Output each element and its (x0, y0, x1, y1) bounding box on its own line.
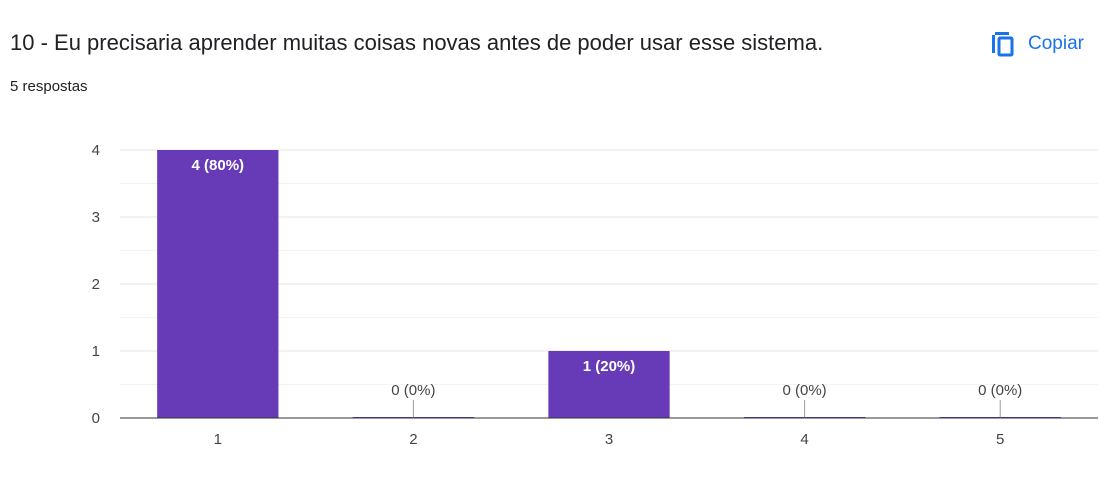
x-tick-label: 2 (409, 431, 417, 448)
copy-label: Copiar (1028, 33, 1084, 54)
bar-3 (548, 351, 670, 418)
bar-1 (157, 150, 279, 418)
copy-icon (990, 30, 1016, 58)
y-tick-label: 0 (92, 410, 100, 427)
data-label: 0 (0%) (978, 382, 1022, 399)
y-tick-label: 1 (92, 343, 100, 360)
question-header: 10 - Eu precisaria aprender muitas coisa… (10, 30, 1090, 60)
question-title: 10 - Eu precisaria aprender muitas coisa… (10, 30, 824, 55)
data-labels: 4 (80%) 0 (0%) 1 (20%) 0 (0%) 0 (0%) (192, 157, 1022, 418)
x-tick-label: 1 (214, 431, 222, 448)
copy-button[interactable]: Copiar (990, 27, 1084, 61)
x-tick-label: 4 (800, 431, 808, 448)
y-axis-ticks: 0 1 2 3 4 (92, 142, 100, 427)
data-label: 4 (80%) (192, 157, 245, 174)
x-tick-label: 5 (996, 431, 1004, 448)
response-count: 5 respostas (10, 78, 88, 95)
y-tick-label: 2 (92, 276, 100, 293)
y-tick-label: 4 (92, 142, 100, 159)
x-tick-label: 3 (605, 431, 613, 448)
data-label: 0 (0%) (391, 382, 435, 399)
data-label: 1 (20%) (583, 358, 636, 375)
data-label: 0 (0%) (783, 382, 827, 399)
y-tick-label: 3 (92, 209, 100, 226)
x-axis-ticks: 1 2 3 4 5 (214, 431, 1005, 448)
